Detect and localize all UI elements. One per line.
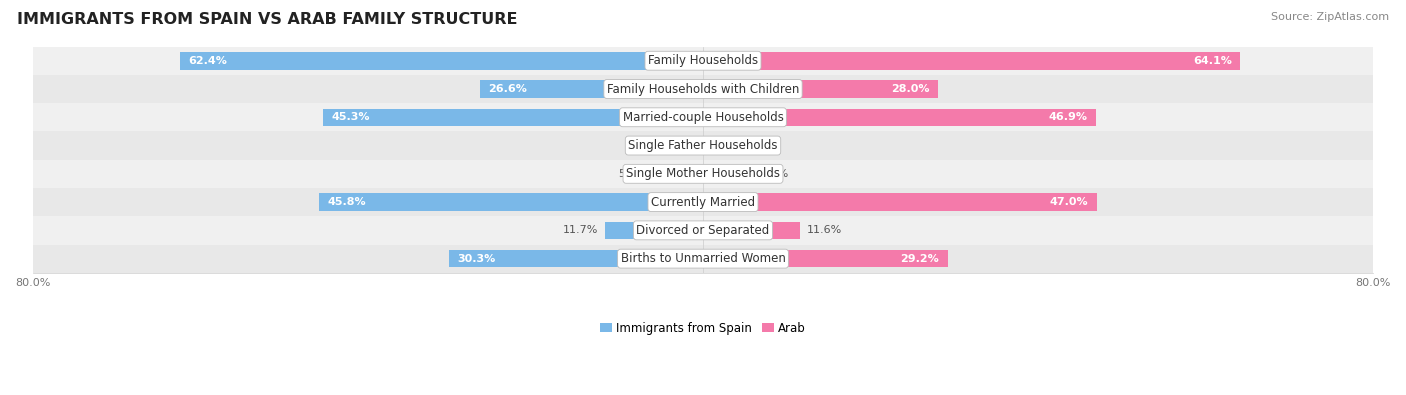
Bar — [703, 109, 1095, 126]
Bar — [703, 80, 938, 98]
Bar — [32, 245, 1374, 273]
Text: IMMIGRANTS FROM SPAIN VS ARAB FAMILY STRUCTURE: IMMIGRANTS FROM SPAIN VS ARAB FAMILY STR… — [17, 12, 517, 27]
Bar — [703, 250, 948, 267]
Text: 28.0%: 28.0% — [891, 84, 929, 94]
Bar — [323, 109, 703, 126]
Legend: Immigrants from Spain, Arab: Immigrants from Spain, Arab — [595, 317, 811, 339]
Bar — [703, 52, 1240, 70]
Text: 30.3%: 30.3% — [457, 254, 496, 263]
Bar — [703, 165, 754, 182]
Text: 6.0%: 6.0% — [761, 169, 789, 179]
Bar — [703, 193, 1097, 211]
Bar — [32, 47, 1374, 75]
Text: 29.2%: 29.2% — [900, 254, 939, 263]
Text: Family Households: Family Households — [648, 54, 758, 67]
Bar — [32, 216, 1374, 245]
Bar — [685, 137, 703, 154]
Text: 45.8%: 45.8% — [328, 197, 366, 207]
Text: 2.1%: 2.1% — [727, 141, 755, 150]
Bar — [32, 160, 1374, 188]
Bar — [703, 222, 800, 239]
Bar — [319, 193, 703, 211]
Bar — [449, 250, 703, 267]
Bar — [32, 132, 1374, 160]
Text: Births to Unmarried Women: Births to Unmarried Women — [620, 252, 786, 265]
Text: Single Father Households: Single Father Households — [628, 139, 778, 152]
Bar — [703, 137, 721, 154]
Text: Single Mother Households: Single Mother Households — [626, 167, 780, 181]
Text: 11.7%: 11.7% — [562, 226, 599, 235]
Bar — [654, 165, 703, 182]
Bar — [32, 75, 1374, 103]
Text: Currently Married: Currently Married — [651, 196, 755, 209]
Text: 64.1%: 64.1% — [1192, 56, 1232, 66]
Text: 47.0%: 47.0% — [1050, 197, 1088, 207]
Bar — [479, 80, 703, 98]
Text: 2.1%: 2.1% — [651, 141, 679, 150]
Text: 26.6%: 26.6% — [488, 84, 527, 94]
Text: 5.9%: 5.9% — [619, 169, 647, 179]
Text: 11.6%: 11.6% — [807, 226, 842, 235]
Text: Family Households with Children: Family Households with Children — [607, 83, 799, 96]
Bar — [605, 222, 703, 239]
Text: 45.3%: 45.3% — [332, 112, 370, 122]
Text: Divorced or Separated: Divorced or Separated — [637, 224, 769, 237]
Bar — [32, 103, 1374, 132]
Bar — [180, 52, 703, 70]
Bar — [32, 188, 1374, 216]
Text: 62.4%: 62.4% — [188, 56, 228, 66]
Text: Source: ZipAtlas.com: Source: ZipAtlas.com — [1271, 12, 1389, 22]
Text: Married-couple Households: Married-couple Households — [623, 111, 783, 124]
Text: 46.9%: 46.9% — [1049, 112, 1088, 122]
